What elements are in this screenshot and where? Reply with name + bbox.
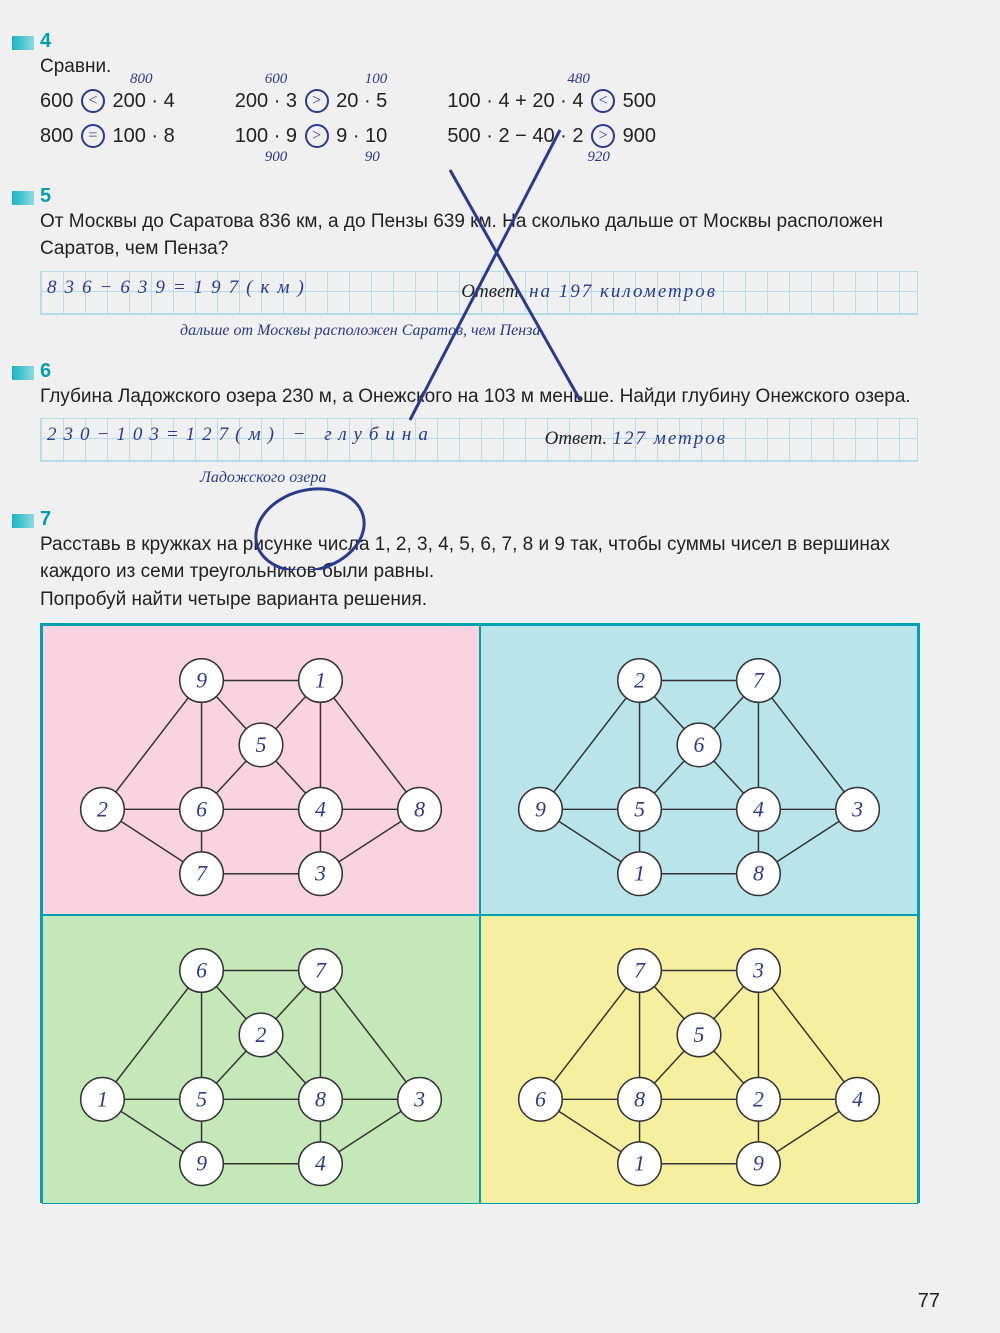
compare-row-2: 800 = 100 · 8 100 · 9 > 9 · 10 900 90 50… <box>40 122 918 151</box>
graph-node-value: 5 <box>694 1022 705 1046</box>
rhs: 9 · 10 <box>336 125 387 147</box>
annotation: 920 <box>587 147 610 169</box>
task4-title: Сравни. <box>40 53 918 81</box>
graph-node-value: 6 <box>694 733 705 757</box>
answer-label: Ответ. <box>545 428 608 449</box>
annotation: 800 <box>130 69 153 91</box>
graph-node-value: 2 <box>634 669 645 693</box>
rhs: 500 <box>623 90 656 112</box>
work-grid: 836−639=197(км) Ответ. на 197 километров <box>40 271 918 315</box>
task-number: 7 <box>40 508 68 531</box>
compare-op: > <box>591 124 615 148</box>
graph-node-value: 3 <box>314 862 326 886</box>
graph-node-value: 8 <box>315 1087 326 1111</box>
graph-node-value: 4 <box>753 798 764 822</box>
graph-node-value: 9 <box>535 798 546 822</box>
calculation: 836−639=197(км) <box>47 277 312 298</box>
panel-blue: 2 7 6 9 5 4 3 1 8 <box>480 625 918 914</box>
graph-node-value: 1 <box>634 1151 645 1175</box>
lhs: 800 <box>40 125 73 147</box>
compare-op: > <box>305 89 329 113</box>
task7-text: Расставь в кружках на рисунке числа 1, 2… <box>40 531 918 586</box>
task7-text2: Попробуй найти четыре варианта решения. <box>40 586 918 614</box>
graph-node-value: 1 <box>634 862 645 886</box>
graph-node-value: 6 <box>535 1087 546 1111</box>
graph-node-value: 2 <box>753 1087 764 1111</box>
answer-label: Ответ. <box>461 281 524 302</box>
answer-text: 127 метров <box>612 428 727 449</box>
task-6: 6 Глубина Ладожского озера 230 м, а Онеж… <box>40 360 950 490</box>
graph-node-value: 9 <box>196 669 207 693</box>
graph-node-value: 9 <box>196 1151 207 1175</box>
calculation: 230−103=127(м) − глубина <box>47 424 435 445</box>
task6-text: Глубина Ладожского озера 230 м, а Онежск… <box>40 383 918 411</box>
lhs: 100 · 4 + 20 · 4 <box>447 90 583 112</box>
graph-node-value: 4 <box>315 1151 326 1175</box>
graph-node-value: 3 <box>752 958 764 982</box>
compare-op: > <box>305 124 329 148</box>
rhs: 100 · 8 <box>113 125 175 147</box>
annotation: 480 <box>567 69 590 91</box>
graph-node-value: 7 <box>315 958 327 982</box>
lhs: 100 · 9 <box>235 125 297 147</box>
rhs: 200 · 4 <box>113 90 175 112</box>
graph-node-value: 8 <box>753 862 764 886</box>
graph-node-value: 8 <box>414 798 425 822</box>
compare-op: = <box>81 124 105 148</box>
task-4: 4 Сравни. 800 600 < 200 · 4 600 100 200 … <box>40 30 950 157</box>
panel-yellow: 7 3 5 6 8 2 4 1 9 <box>480 915 918 1204</box>
graph-node-value: 2 <box>256 1022 267 1046</box>
panel-green: 6 7 2 1 5 8 3 9 4 <box>42 915 480 1204</box>
rhs: 900 <box>623 125 656 147</box>
graph-node-value: 5 <box>196 1087 207 1111</box>
annotation: 600 <box>265 69 288 91</box>
graph-node-value: 5 <box>634 798 645 822</box>
compare-op: < <box>591 89 615 113</box>
graph-node-value: 1 <box>97 1087 108 1111</box>
annotation: 900 <box>265 147 288 169</box>
answer-note: дальше от Москвы расположен Саратов, чем… <box>180 319 918 342</box>
graph-node-value: 9 <box>753 1151 764 1175</box>
graph-node-value: 3 <box>851 798 863 822</box>
diagram-grid: 9 1 5 2 6 4 8 7 3 2 7 6 9 5 4 3 1 8 6 7 2 1 5 8 3 9 4 7 3 5 6 8 2 4 1 9 <box>40 623 920 1203</box>
task-number: 4 <box>40 30 68 53</box>
graph-node-value: 7 <box>753 669 765 693</box>
graph-node-value: 7 <box>634 958 646 982</box>
graph-node-value: 7 <box>196 862 208 886</box>
rhs: 20 · 5 <box>336 90 387 112</box>
page-number: 77 <box>918 1290 940 1313</box>
graph-node-value: 5 <box>256 733 267 757</box>
graph-node-value: 3 <box>413 1087 425 1111</box>
graph-node-value: 2 <box>97 798 108 822</box>
graph-node-value: 8 <box>634 1087 645 1111</box>
annotation: 100 <box>365 69 388 91</box>
graph-node-value: 1 <box>315 669 326 693</box>
task-number: 5 <box>40 185 68 208</box>
task5-text: От Москвы до Саратова 836 км, а до Пензы… <box>40 208 918 263</box>
answer-note: Ладожского озера <box>200 466 918 489</box>
lhs: 500 · 2 − 40 · 2 <box>447 125 583 147</box>
graph-node-value: 4 <box>852 1087 863 1111</box>
task-5: 5 От Москвы до Саратова 836 км, а до Пен… <box>40 185 950 342</box>
task-number: 6 <box>40 360 68 383</box>
panel-pink: 9 1 5 2 6 4 8 7 3 <box>42 625 480 914</box>
compare-op: < <box>81 89 105 113</box>
task-7: 7 Расставь в кружках на рисунке числа 1,… <box>40 508 950 1204</box>
annotation: 90 <box>365 147 380 169</box>
compare-row-1: 800 600 < 200 · 4 600 100 200 · 3 > 20 ·… <box>40 87 918 116</box>
graph-node-value: 6 <box>196 798 207 822</box>
lhs: 600 <box>40 90 73 112</box>
graph-node-value: 6 <box>196 958 207 982</box>
work-grid: 230−103=127(м) − глубина Ответ. 127 метр… <box>40 418 918 462</box>
lhs: 200 · 3 <box>235 90 297 112</box>
answer-text: на 197 километров <box>529 281 717 302</box>
graph-node-value: 4 <box>315 798 326 822</box>
